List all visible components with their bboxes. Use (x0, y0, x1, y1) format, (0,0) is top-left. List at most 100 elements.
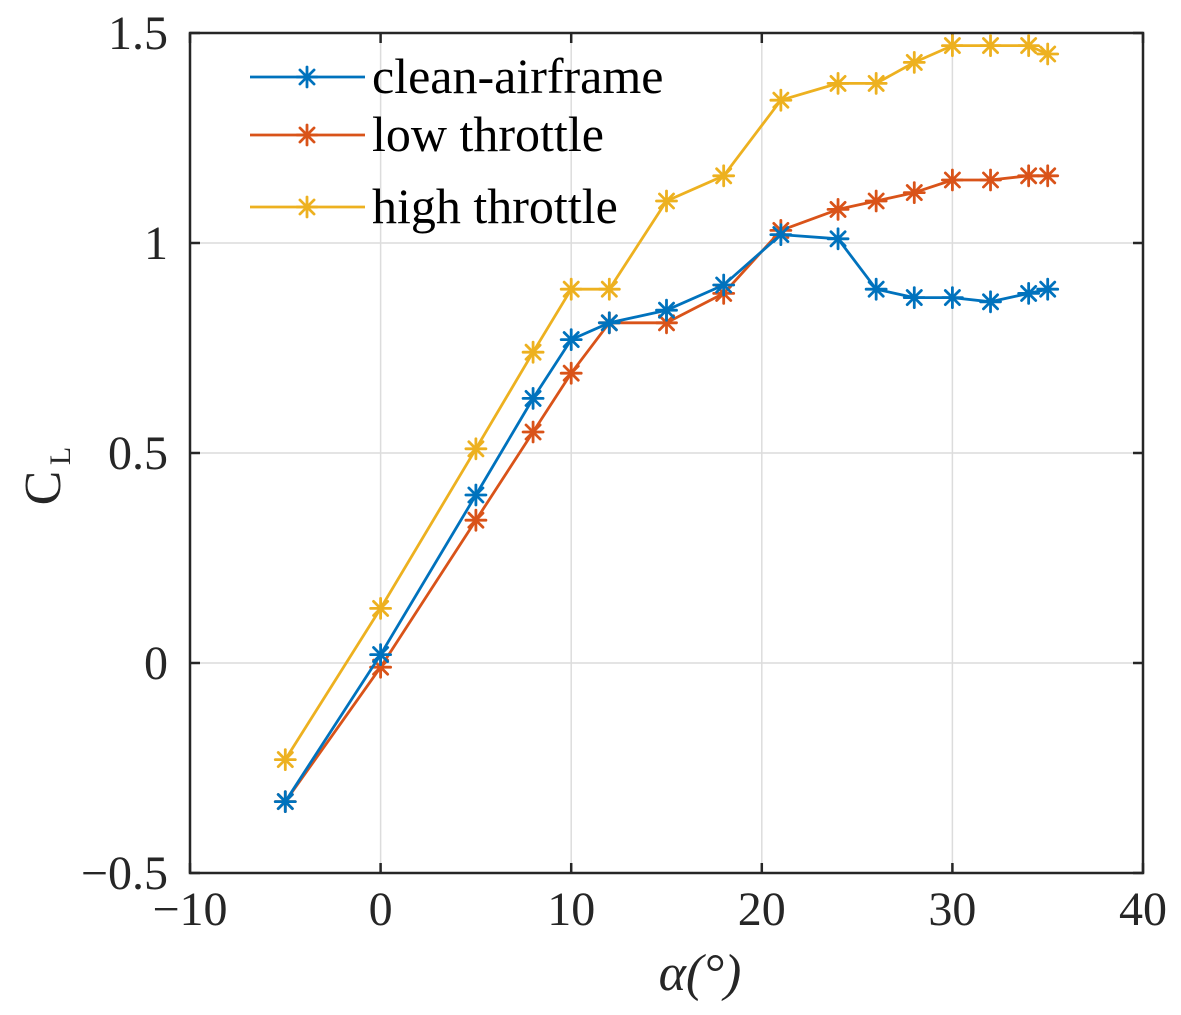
data-point-clean-airframe-d2 (1020, 284, 1038, 302)
legend-label-low-throttle: low throttle (372, 106, 604, 162)
data-point-clean-airframe-d2 (1039, 280, 1057, 298)
data-point-clean-airframe-d2 (600, 314, 618, 332)
data-point-high-throttle (769, 88, 793, 112)
data-point-low-throttle (1017, 164, 1041, 188)
x-tick-label: 0 (369, 883, 393, 936)
data-point-clean-airframe (597, 311, 621, 335)
data-point-high-throttle-d2 (524, 343, 542, 361)
data-point-high-throttle-d2 (600, 280, 618, 298)
series-high-throttle (273, 34, 1060, 771)
data-point-clean-airframe-d2 (658, 301, 675, 319)
data-point-high-throttle-d2 (772, 91, 790, 109)
data-point-high-throttle (597, 277, 621, 301)
data-point-clean-airframe (712, 273, 736, 297)
legend: clean-airframe low throttle high throttl… (250, 48, 663, 234)
data-point-high-throttle-d2 (467, 440, 485, 458)
legend-entry-clean-airframe: clean-airframe (250, 48, 663, 104)
y-axis-label-subscript: L (44, 447, 77, 465)
data-point-clean-airframe (655, 298, 678, 322)
data-point-low-throttle-d2 (943, 171, 961, 189)
data-point-high-throttle-d2 (982, 37, 999, 55)
data-point-clean-airframe-d2 (982, 293, 999, 311)
data-point-high-throttle (864, 72, 888, 95)
data-point-high-throttle-d2 (372, 599, 390, 617)
data-point-high-throttle (655, 189, 678, 213)
data-point-low-throttle (464, 508, 488, 532)
data-point-clean-airframe (1036, 277, 1060, 301)
data-point-clean-airframe-d2 (943, 289, 961, 307)
data-point-high-throttle-d2 (905, 53, 923, 71)
data-point-low-throttle (902, 181, 926, 205)
data-point-clean-airframe (559, 328, 583, 352)
axis-ticks: −10 0 10 20 30 40 −0.5 0 0.5 1 1.5 (81, 7, 1167, 936)
data-point-high-throttle-d2 (1039, 45, 1057, 63)
y-tick-label: 1.5 (108, 7, 168, 60)
legend-marker-stroke (298, 68, 316, 86)
data-point-low-throttle (826, 197, 850, 221)
data-point-high-throttle (941, 34, 964, 57)
data-point-clean-airframe-d2 (276, 793, 294, 811)
data-point-low-throttle-d2 (1020, 167, 1038, 185)
legend-label-clean-airframe: clean-airframe (372, 48, 663, 104)
data-point-high-throttle (464, 437, 488, 461)
y-tick-label: 1 (144, 217, 168, 270)
grid (190, 33, 1143, 873)
data-point-low-throttle-d2 (905, 184, 923, 202)
data-point-high-throttle (979, 34, 1002, 57)
data-point-clean-airframe-d2 (562, 331, 580, 349)
x-tick-label: 40 (1119, 883, 1167, 936)
data-point-high-throttle-d2 (715, 167, 733, 185)
data-point-clean-airframe-d2 (772, 226, 790, 244)
data-point-low-throttle (864, 189, 888, 213)
data-point-low-throttle (1036, 164, 1060, 188)
data-point-clean-airframe-d2 (524, 389, 542, 407)
data-point-clean-airframe-d2 (905, 289, 923, 307)
data-point-clean-airframe (979, 290, 1002, 314)
data-point-high-throttle (902, 51, 926, 74)
x-tick-label: 30 (928, 883, 976, 936)
data-point-clean-airframe-d2 (829, 230, 847, 248)
data-point-high-throttle (369, 597, 393, 620)
y-axis-label: C L (15, 447, 77, 506)
data-point-low-throttle (979, 168, 1002, 192)
data-point-clean-airframe (941, 286, 964, 310)
data-point-clean-airframe-d2 (372, 646, 390, 664)
data-point-clean-airframe (902, 286, 926, 310)
data-point-clean-airframe (1017, 281, 1041, 305)
data-point-high-throttle-d2 (867, 74, 885, 92)
data-point-high-throttle (712, 164, 736, 188)
data-point-low-throttle-d2 (982, 171, 999, 189)
series-line-high-throttle (284, 44, 1049, 761)
data-point-high-throttle-d2 (276, 751, 294, 769)
data-point-high-throttle-d2 (829, 74, 847, 92)
series-line-low-throttle (284, 174, 1048, 803)
legend-entry-low-throttle: low throttle (250, 106, 604, 162)
data-point-clean-airframe (769, 223, 793, 247)
data-point-high-throttle (1036, 42, 1060, 66)
data-point-high-throttle (559, 277, 583, 301)
data-point-high-throttle-d2 (943, 37, 961, 55)
data-point-low-throttle (941, 168, 964, 192)
data-point-clean-airframe (464, 483, 488, 507)
data-point-clean-airframe (521, 386, 545, 410)
y-axis-label-main: C (15, 471, 72, 506)
x-tick-label: 20 (738, 883, 786, 936)
data-point-clean-airframe (369, 643, 393, 666)
legend-marker-stroke (298, 126, 316, 144)
y-tick-label: 0.5 (108, 427, 168, 480)
data-point-low-throttle-d2 (829, 200, 847, 218)
legend-marker-clean-airframe (295, 65, 319, 89)
data-point-high-throttle-d2 (658, 192, 675, 210)
data-point-low-throttle-d2 (372, 658, 390, 676)
y-tick-label: −0.5 (81, 847, 168, 900)
x-tick-label: 10 (547, 883, 595, 936)
series-clean-airframe (273, 223, 1060, 813)
series-group (273, 34, 1060, 813)
data-point-low-throttle (559, 361, 583, 385)
data-point-high-throttle-d2 (1020, 37, 1038, 55)
data-point-low-throttle-d2 (867, 192, 885, 210)
data-point-low-throttle-d2 (562, 364, 580, 382)
legend-marker-stroke (298, 198, 316, 216)
data-point-high-throttle (1017, 34, 1041, 57)
data-point-low-throttle (521, 420, 545, 444)
